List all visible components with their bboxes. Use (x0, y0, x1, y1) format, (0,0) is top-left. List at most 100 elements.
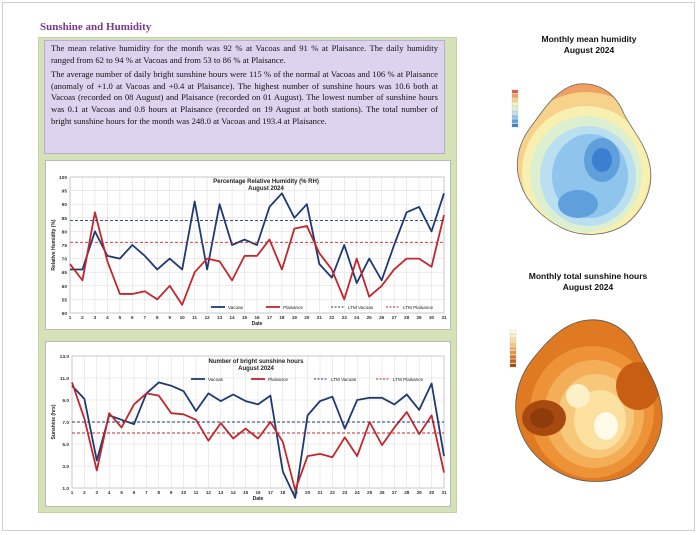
humidity-chart: 50 55 60 65 70 75 80 85 90 95 100 1 2 3 4 5 6 7 8 9 10 11 12 13… (45, 160, 451, 330)
humidity-map-title-line2: August 2024 (563, 45, 615, 55)
legend-color-swatch (511, 110, 519, 115)
humidity-map-shape (517, 83, 651, 235)
x-tick-label: 15 (243, 490, 249, 495)
legend-color-swatch (511, 89, 519, 94)
legend-color-swatch (509, 363, 517, 368)
humidity-map-outline (516, 83, 652, 235)
x-tick-label: 22 (329, 315, 335, 320)
series-line-1 (69, 211, 445, 306)
y-tick-label: 75 (62, 243, 68, 249)
chart-subtitle: August 2024 (248, 186, 284, 192)
y-tick-label: 11.0 (60, 376, 69, 382)
y-tick-label: 1.0 (62, 486, 69, 492)
x-tick-label: 1 (71, 490, 74, 495)
x-tick-label: 12 (205, 315, 211, 320)
sunshine-map-title-line2: August 2024 (562, 282, 614, 292)
y-tick-label: 3.0 (62, 464, 69, 470)
chart-title: Number of bright sunshine hours (208, 359, 304, 365)
sunshine-chart: 1.0 3.0 5.0 7.0 9.0 11.0 13.0 1 2 3 4 5 6 7 8 9 10 11 12 13… (45, 341, 451, 507)
x-tick-label: 25 (367, 315, 373, 320)
x-tick-label: 31 (441, 490, 447, 495)
x-tick-label: 21 (317, 490, 323, 495)
x-tick-label: 23 (342, 490, 348, 495)
x-tick-label: 25 (367, 490, 373, 495)
x-tick-label: 11 (194, 490, 199, 495)
x-tick-label: 6 (133, 490, 136, 495)
legend-label: Plaisance (268, 377, 288, 382)
x-tick-label: 29 (417, 315, 423, 320)
y-tick-label: 90 (62, 202, 68, 208)
x-axis-label: Date (253, 496, 264, 502)
sunshine-paragraph: The average number of daily bright sunsh… (51, 69, 438, 126)
legend-color-swatch (509, 338, 517, 342)
x-tick-label: 8 (158, 490, 161, 495)
y-tick-label: 55 (62, 297, 68, 303)
y-tick-label: 5.0 (62, 442, 69, 448)
legend-color-swatch (511, 102, 519, 107)
y-axis-label: Sunshine (hrs) (51, 404, 57, 439)
x-tick-label: 9 (170, 490, 173, 495)
legend-color-swatch (509, 334, 517, 338)
x-tick-label: 28 (404, 490, 410, 495)
legend-label: LTM Plaisance (393, 377, 423, 382)
legend-color-swatch (509, 329, 517, 334)
humidity-map-title: Monthly mean humidity August 2024 (514, 34, 664, 56)
x-tick-label: 16 (255, 490, 261, 495)
series-line-1 (71, 382, 445, 492)
x-tick-label: 21 (317, 315, 323, 320)
x-tick-label: 8 (156, 315, 159, 320)
x-tick-label: 15 (242, 315, 248, 320)
x-tick-label: 24 (355, 490, 361, 495)
legend-label: LTM Vacoas (331, 377, 357, 382)
legend-color-swatch (509, 346, 517, 351)
x-tick-label: 14 (230, 315, 236, 320)
humidity-map-legend (511, 89, 519, 128)
y-tick-label: 65 (62, 270, 68, 276)
x-tick-label: 11 (192, 315, 197, 320)
x-tick-label: 6 (131, 315, 134, 320)
legend-color-swatch (511, 98, 519, 102)
x-tick-label: 4 (106, 315, 109, 320)
x-tick-label: 19 (292, 315, 298, 320)
y-tick-label: 13.0 (60, 354, 70, 360)
x-tick-label: 14 (231, 490, 237, 495)
x-tick-label: 7 (145, 490, 148, 495)
legend-color-swatch (511, 115, 519, 119)
legend-label: LTM Vacoas (348, 305, 374, 310)
series-line-0 (70, 192, 445, 284)
y-axis-label: Relative Humidity (%) (51, 219, 57, 270)
sunshine-map (509, 319, 663, 482)
x-tick-label: 5 (120, 490, 123, 495)
x-tick-label: 16 (254, 315, 260, 320)
chart-title: Percentage Relative Humidity (% RH) (213, 179, 319, 185)
x-tick-label: 28 (404, 315, 410, 320)
y-tick-label: 100 (59, 175, 67, 181)
legend-color-swatch (509, 355, 517, 359)
legend-color-swatch (511, 106, 519, 111)
x-tick-label: 4 (108, 490, 111, 495)
sunshine-chart-svg: 1.03.05.07.09.011.013.01 2 3 4 5 6 7 8 9 10 11 12 13… (51, 354, 447, 502)
x-tick-label: 30 (429, 490, 435, 495)
x-axis-label: Date (252, 321, 263, 327)
x-tick-label: 13 (218, 490, 224, 495)
x-tick-label: 30 (429, 315, 435, 320)
sunshine-map-title-line1: Monthly total sunshine hours (528, 271, 648, 281)
x-tick-label: 10 (180, 315, 186, 320)
y-tick-label: 9.0 (62, 398, 69, 404)
legend-color-swatch (511, 94, 519, 98)
x-tick-label: 12 (206, 490, 212, 495)
y-tick-label: 60 (62, 284, 68, 290)
x-tick-label: 26 (379, 490, 385, 495)
y-tick-label: 80 (62, 229, 68, 235)
y-tick-label: 50 (62, 311, 68, 317)
legend-color-swatch (509, 359, 517, 363)
x-tick-label: 1 (69, 315, 72, 320)
legend-label: Plaisance (283, 305, 303, 310)
section-title: Sunshine and Humidity (40, 21, 152, 33)
x-tick-label: 2 (81, 315, 84, 320)
x-tick-label: 17 (267, 315, 273, 320)
x-tick-label: 7 (144, 315, 147, 320)
sunshine-map-shape (515, 319, 663, 482)
humidity-paragraph: The mean relative humidity for the month… (51, 43, 438, 65)
